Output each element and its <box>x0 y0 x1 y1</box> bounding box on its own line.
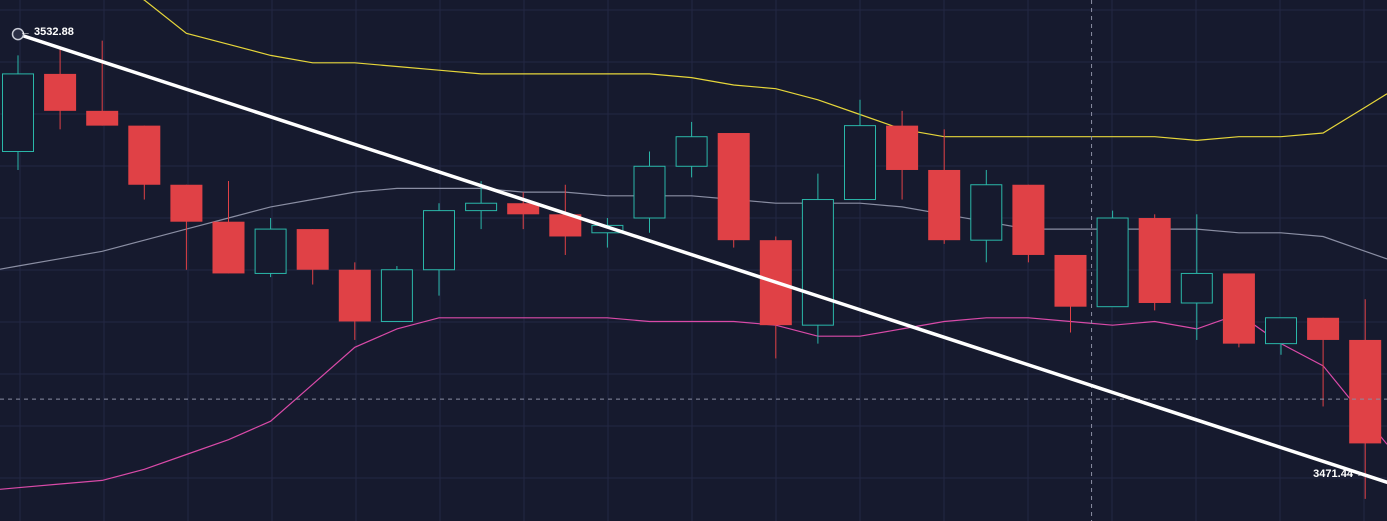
candle[interactable] <box>1349 299 1382 499</box>
candle[interactable] <box>1180 214 1213 340</box>
candle-body <box>1265 317 1297 345</box>
candle[interactable] <box>128 125 161 200</box>
candle[interactable] <box>1138 214 1171 311</box>
candle-body <box>1307 317 1340 340</box>
candle-body <box>507 203 540 215</box>
candle-body <box>423 210 455 271</box>
candle-body <box>1349 339 1382 444</box>
candle[interactable] <box>1096 210 1129 308</box>
candle-body <box>1054 254 1087 307</box>
candle-body <box>1138 218 1171 303</box>
candle-body <box>549 214 582 237</box>
trendline-end-price-label: 3471.44 → <box>1313 468 1367 480</box>
candle-body <box>296 229 329 270</box>
candle[interactable] <box>801 173 834 344</box>
candle[interactable] <box>928 129 961 244</box>
candle-body <box>1096 217 1129 308</box>
candle[interactable] <box>1222 273 1255 348</box>
candle-body <box>128 125 161 185</box>
candle[interactable] <box>970 169 1003 263</box>
candle-body <box>44 73 77 111</box>
candle-body <box>801 199 834 326</box>
candle-body <box>928 169 961 241</box>
candle[interactable] <box>1265 317 1297 355</box>
candle-body <box>212 221 245 274</box>
candle-body <box>633 165 666 219</box>
candle[interactable] <box>549 184 582 255</box>
candle-body <box>86 110 119 126</box>
candle[interactable] <box>338 262 371 340</box>
candle[interactable] <box>1012 184 1045 263</box>
candle[interactable] <box>886 110 919 200</box>
candle-body <box>465 202 498 212</box>
trendline-start-handle[interactable] <box>11 27 25 41</box>
candle-body <box>380 269 413 322</box>
candle-body <box>1012 184 1045 255</box>
candle[interactable] <box>380 266 413 322</box>
candle-body <box>254 228 287 274</box>
candle[interactable] <box>844 99 876 201</box>
candle[interactable] <box>675 121 708 178</box>
candle[interactable] <box>1054 254 1087 333</box>
candles[interactable] <box>2 40 1382 499</box>
upper-band-line <box>142 0 1387 142</box>
candle-body <box>844 125 876 201</box>
candle[interactable] <box>254 218 287 278</box>
candle[interactable] <box>170 184 203 270</box>
trendline[interactable] <box>16 32 1387 488</box>
candle-body <box>970 184 1003 241</box>
candle-body <box>1222 273 1255 344</box>
candle-body <box>170 184 203 222</box>
candle[interactable] <box>296 229 329 285</box>
candle[interactable] <box>2 55 34 170</box>
lower-band-line <box>0 313 1387 490</box>
candle-body <box>886 125 919 170</box>
candle-body <box>2 73 34 152</box>
candle-body <box>338 269 371 322</box>
candle-body <box>717 133 750 241</box>
trendline-drawing[interactable] <box>11 27 1387 494</box>
candle[interactable] <box>717 133 750 248</box>
candle-body <box>675 136 708 167</box>
candle[interactable] <box>423 203 455 296</box>
candle-body <box>1180 272 1213 304</box>
candle[interactable] <box>44 48 77 130</box>
candle[interactable] <box>465 181 498 230</box>
trendline-start-price-label: ← 3532.88 <box>20 26 74 38</box>
candle[interactable] <box>633 151 666 233</box>
candle[interactable] <box>1307 317 1340 407</box>
candle[interactable] <box>86 40 119 126</box>
candle[interactable] <box>212 181 245 274</box>
